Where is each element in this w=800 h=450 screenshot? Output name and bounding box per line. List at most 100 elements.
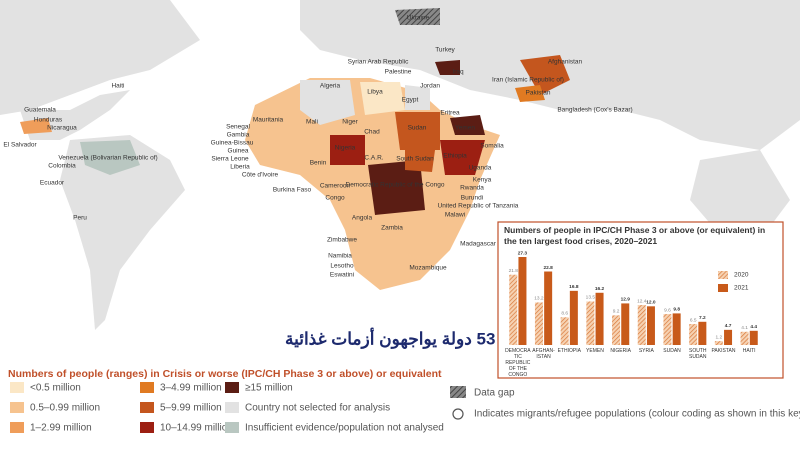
bar [560, 317, 569, 345]
country-label: Burkina Faso [273, 187, 312, 194]
bar [689, 324, 698, 345]
x-tick-label: DEMOCRATIC REPUBLIC OF THE CONGO [505, 348, 531, 378]
value-label: 12.0 [646, 300, 656, 306]
legend-label: ≥15 million [245, 383, 293, 394]
x-tick-label: SUDAN [663, 348, 681, 354]
country-label: Jordan [420, 83, 440, 90]
country-label: Madagascar [460, 241, 497, 248]
legend-label: <0.5 million [30, 383, 81, 394]
legend-swatch [225, 382, 239, 393]
value-label: 6.5 [690, 317, 697, 323]
value-label: 21.8 [509, 268, 519, 274]
country-label: Mali [306, 119, 318, 126]
sudan [395, 112, 440, 150]
country-label: Mozambique [409, 265, 447, 272]
bar [586, 301, 595, 345]
country-label: Egypt [402, 97, 419, 104]
country-label: Niger [342, 119, 358, 126]
country-label: Zambia [381, 225, 403, 232]
legend-label: 5–9.99 million [160, 403, 222, 414]
value-label: 9.6 [664, 307, 671, 313]
legend-swatch [718, 271, 728, 279]
country-label: Sudan [408, 125, 427, 132]
country-label: Congo [325, 195, 345, 202]
legend-swatch [718, 284, 728, 292]
value-label: 4.1 [741, 325, 748, 331]
x-tick-label: AFGHAN-ISTAN [532, 348, 555, 360]
value-label: 4.4 [750, 324, 757, 330]
country-label: Palestine [385, 69, 412, 76]
value-label: 13.2 [534, 296, 544, 302]
country-label: Chad [364, 129, 380, 136]
bar [534, 302, 543, 345]
country-label: Nigeria [335, 145, 356, 152]
bar [724, 329, 733, 345]
libya [360, 82, 405, 115]
country-label: Namibia [328, 253, 352, 260]
country-label: Somalia [480, 143, 504, 150]
country-label: Haiti [111, 83, 124, 90]
legend-label: Country not selected for analysis [245, 403, 390, 414]
value-label: 4.7 [725, 323, 732, 329]
yemen [450, 115, 485, 135]
country-label: Guinea-Bissau [211, 140, 254, 147]
country-label: Liberia [230, 164, 250, 171]
x-tick-label: HAITI [742, 348, 756, 354]
south-america [60, 135, 185, 330]
venezuela-colombia [80, 140, 140, 175]
drc [368, 160, 425, 215]
value-label: 27.3 [518, 250, 528, 256]
country-label: Libya [367, 89, 383, 96]
country-label: Kenya [473, 177, 492, 184]
nigeria [330, 135, 365, 165]
country-label: Turkey [435, 47, 455, 54]
bar [621, 303, 630, 345]
south-sudan [405, 150, 435, 172]
value-label: 1.2 [716, 334, 723, 340]
legend-label: 0.5–0.99 million [30, 403, 100, 414]
country-label: Syrian Arab Republic [348, 59, 409, 66]
bar [698, 321, 707, 345]
country-label: El Salvador [3, 142, 37, 149]
bar [518, 257, 527, 345]
algeria [300, 80, 355, 125]
country-label: Pakistan [526, 90, 551, 97]
legend-swatch [225, 402, 239, 413]
country-label: Algeria [320, 83, 341, 90]
value-label: 12.9 [621, 297, 631, 303]
country-label: South Sudan [396, 156, 434, 163]
country-label: Rwanda [460, 185, 484, 192]
country-label: Angola [352, 215, 373, 222]
country-label: Sierra Leone [211, 156, 249, 163]
legend-label: 3–4.99 million [160, 383, 222, 394]
x-tick-label: NIGERIA [610, 348, 631, 354]
country-label: Uganda [469, 165, 492, 172]
country-label: Eswatini [330, 272, 354, 279]
ukraine [395, 8, 440, 25]
bar [569, 290, 578, 345]
country-label: Iraq [452, 69, 464, 76]
egypt [405, 85, 430, 110]
bar [544, 271, 553, 345]
value-label: 9.2 [613, 309, 620, 315]
country-label: Mauritania [253, 117, 284, 124]
bar [637, 305, 646, 345]
legend-swatch [140, 382, 154, 393]
refugee-marker [452, 408, 464, 420]
x-tick-label: PAKISTAN [711, 348, 736, 354]
bar [714, 341, 723, 345]
country-label: Ecuador [40, 180, 65, 187]
legend-label: Insufficient evidence/population not ana… [245, 423, 444, 434]
country-label: Guatemala [24, 107, 56, 114]
country-label: Burundi [461, 195, 483, 202]
country-label: Cameroon [320, 183, 351, 190]
country-label: Bangladesh (Cox's Bazar) [557, 107, 632, 114]
bar [595, 292, 604, 345]
legend-label: 10–14.99 million [160, 423, 233, 434]
legend-swatch [10, 402, 24, 413]
value-label: 16.2 [595, 286, 605, 292]
country-label: Democratic Republic of the Congo [346, 182, 445, 189]
country-label: Yemen [455, 125, 475, 132]
x-tick-label: ETHIOPIA [557, 348, 581, 354]
country-label: Peru [73, 215, 87, 222]
